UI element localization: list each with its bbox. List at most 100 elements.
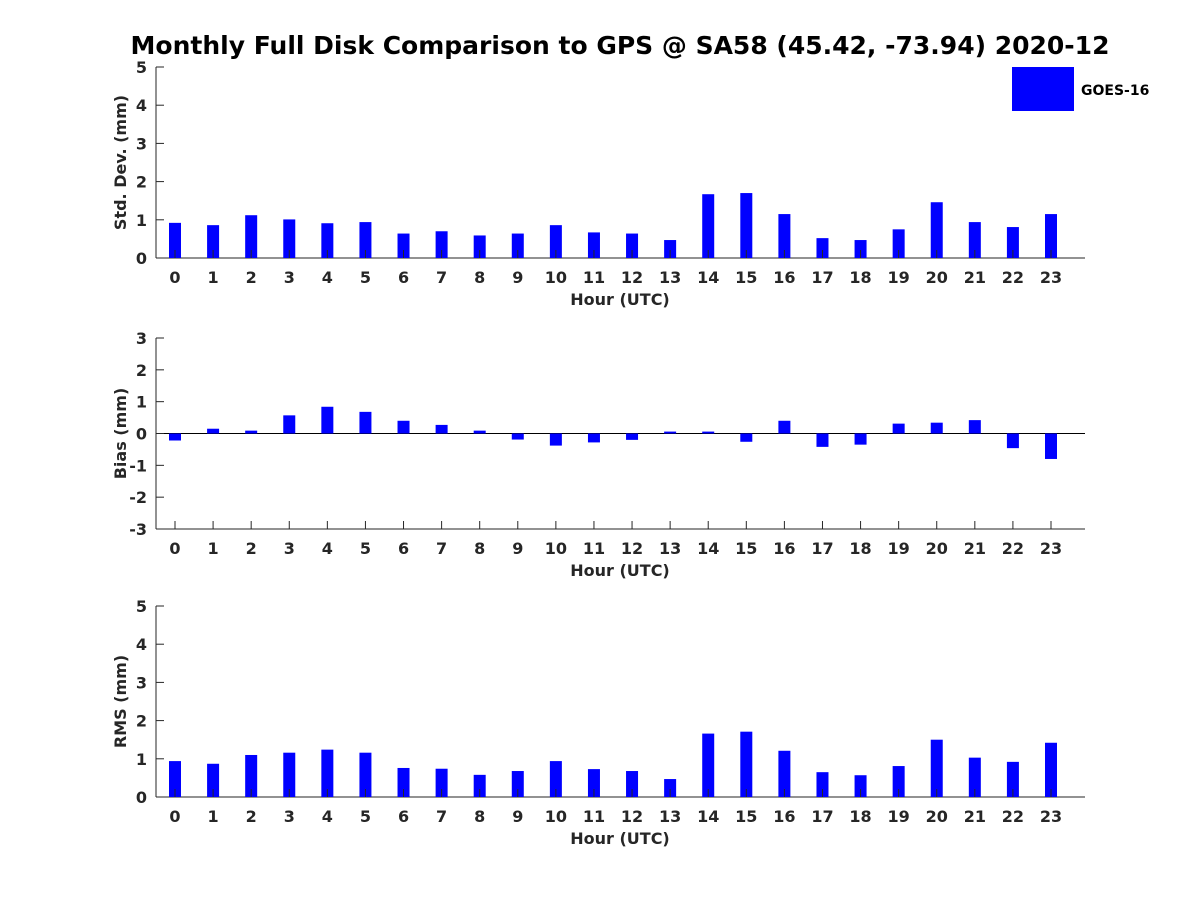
bar xyxy=(816,433,829,447)
x-tick-label: 13 xyxy=(659,268,681,287)
bar xyxy=(702,194,715,258)
bar xyxy=(283,415,296,434)
x-tick-label: 3 xyxy=(284,807,295,826)
bar xyxy=(816,772,829,797)
x-tick-label: 20 xyxy=(926,807,948,826)
bar xyxy=(778,214,791,258)
bar xyxy=(587,769,600,797)
y-tick-label: 3 xyxy=(136,329,147,348)
x-tick-label: 7 xyxy=(436,807,447,826)
bar xyxy=(359,222,372,258)
y-tick-label: 3 xyxy=(136,134,147,153)
bar xyxy=(549,433,562,446)
bar xyxy=(930,422,943,434)
x-tick-label: 3 xyxy=(284,268,295,287)
x-tick-label: 11 xyxy=(583,268,605,287)
bar xyxy=(397,767,410,797)
x-tick-label: 13 xyxy=(659,807,681,826)
y-tick-label: 1 xyxy=(136,393,147,412)
x-tick-label: 3 xyxy=(284,539,295,558)
x-tick-label: 23 xyxy=(1040,268,1062,287)
x-tick-label: 5 xyxy=(360,807,371,826)
x-tick-label: 4 xyxy=(322,268,333,287)
bar xyxy=(854,433,867,445)
x-tick-label: 4 xyxy=(322,539,333,558)
x-tick-label: 19 xyxy=(888,268,910,287)
y-tick-label: 0 xyxy=(136,788,147,807)
bar xyxy=(664,779,677,797)
bar xyxy=(854,775,867,797)
x-tick-label: 2 xyxy=(246,539,257,558)
bar xyxy=(473,430,486,434)
x-tick-label: 20 xyxy=(926,539,948,558)
bar xyxy=(359,411,372,434)
x-tick-label: 10 xyxy=(545,268,567,287)
x-tick-label: 19 xyxy=(888,539,910,558)
x-tick-label: 15 xyxy=(735,268,757,287)
bar xyxy=(892,229,905,258)
x-tick-label: 2 xyxy=(246,268,257,287)
y-tick-label: 2 xyxy=(136,173,147,192)
x-tick-label: 8 xyxy=(474,807,485,826)
bar xyxy=(1045,433,1057,459)
x-tick-label: 17 xyxy=(811,268,833,287)
legend: GOES-16 xyxy=(1012,67,1149,111)
x-tick-label: 1 xyxy=(208,268,219,287)
bar xyxy=(587,433,600,443)
x-tick-label: 0 xyxy=(169,807,180,826)
x-tick-label: 18 xyxy=(849,268,871,287)
x-tick-label: 1 xyxy=(208,539,219,558)
bar xyxy=(549,761,562,797)
y-axis-label: Bias (mm) xyxy=(111,388,130,480)
bar xyxy=(740,193,753,258)
y-axis-label: RMS (mm) xyxy=(111,655,130,748)
x-tick-label: 23 xyxy=(1040,539,1062,558)
x-tick-label: 11 xyxy=(583,807,605,826)
bar xyxy=(245,754,258,797)
x-tick-label: 14 xyxy=(697,268,719,287)
x-tick-label: 13 xyxy=(659,539,681,558)
x-tick-label: 8 xyxy=(474,539,485,558)
x-tick-label: 12 xyxy=(621,807,643,826)
x-axis-label: Hour (UTC) xyxy=(570,290,670,309)
x-tick-label: 9 xyxy=(512,539,523,558)
x-tick-label: 9 xyxy=(512,268,523,287)
x-tick-label: 14 xyxy=(697,807,719,826)
bar xyxy=(283,752,296,797)
x-tick-label: 15 xyxy=(735,539,757,558)
bar xyxy=(968,420,981,434)
bar xyxy=(1006,433,1019,449)
x-tick-label: 16 xyxy=(773,807,795,826)
bar xyxy=(169,433,181,441)
bar xyxy=(283,219,296,258)
y-tick-label: 2 xyxy=(136,361,147,380)
bar xyxy=(664,431,677,434)
bar xyxy=(511,433,524,440)
bar xyxy=(435,768,448,797)
bar xyxy=(511,771,524,797)
bar xyxy=(626,433,639,440)
x-tick-label: 14 xyxy=(697,539,719,558)
bar xyxy=(626,233,639,258)
bar xyxy=(587,232,600,258)
y-tick-label: 3 xyxy=(136,673,147,692)
x-tick-label: 21 xyxy=(964,807,986,826)
bar xyxy=(892,766,905,797)
bar xyxy=(1045,214,1057,258)
bar xyxy=(321,406,334,434)
y-tick-label: 5 xyxy=(136,597,147,616)
bar xyxy=(740,433,753,442)
y-tick-label: -3 xyxy=(129,520,147,539)
x-tick-label: 2 xyxy=(246,807,257,826)
x-tick-label: 1 xyxy=(208,807,219,826)
bar xyxy=(1006,227,1019,258)
x-tick-label: 5 xyxy=(360,539,371,558)
x-tick-label: 10 xyxy=(545,539,567,558)
x-tick-label: 16 xyxy=(773,539,795,558)
bar xyxy=(321,749,334,797)
x-tick-label: 20 xyxy=(926,268,948,287)
x-axis-label: Hour (UTC) xyxy=(570,829,670,848)
